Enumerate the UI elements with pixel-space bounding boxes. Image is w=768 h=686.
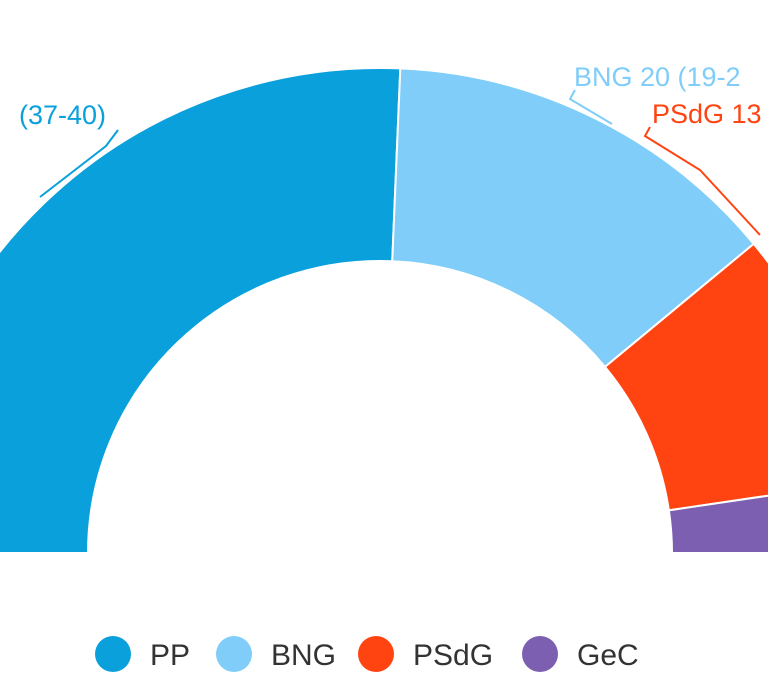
leader-bng	[568, 89, 613, 125]
legend-swatch-pp	[95, 636, 131, 672]
data-label-psdg: PSdG 13	[652, 99, 762, 129]
legend-label-psdg: PSdG	[413, 639, 493, 672]
slice-bng	[391, 67, 756, 369]
legend-label-bng: BNG	[271, 639, 336, 672]
data-label-pp: (37-40)	[19, 100, 106, 130]
leader-psdg	[643, 126, 761, 236]
slice-gec	[667, 494, 768, 554]
slice-psdg	[603, 242, 768, 512]
leader-pp	[39, 129, 119, 198]
legend-swatch-psdg	[358, 636, 394, 672]
legend-swatch-bng	[216, 636, 252, 672]
legend-label-pp: PP	[150, 639, 190, 672]
data-label-bng: BNG 20 (19-2	[574, 62, 741, 92]
legend-swatch-gec	[522, 636, 558, 672]
slice-pp	[0, 67, 402, 554]
legend-label-gec: GeC	[577, 639, 639, 672]
